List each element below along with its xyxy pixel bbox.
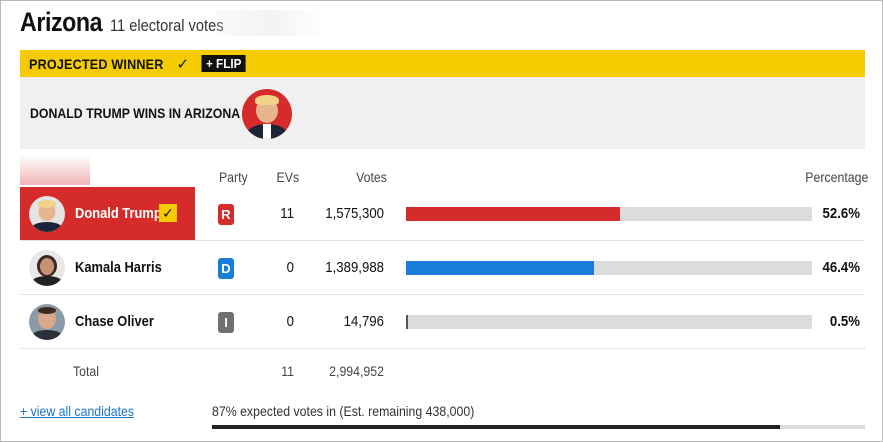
column-party: Party (218, 169, 248, 185)
candidate-row: Chase Oliver I 0 14,796 0.5% (20, 295, 865, 348)
candidate-name: Kamala Harris (75, 259, 162, 276)
candidate-votes: 14,796 (343, 313, 384, 330)
state-title: Arizona (20, 7, 103, 37)
header-fade (216, 10, 326, 36)
candidate-name-cell: Donald Trump ✓ (20, 187, 195, 240)
party-badge: R (218, 204, 234, 225)
candidate-row: Kamala Harris D 0 1,389,988 46.4% (20, 241, 865, 294)
expected-votes-text: 87% expected votes in (Est. remaining 43… (212, 403, 475, 419)
projected-winner-banner: PROJECTED WINNER ✓ + FLIP (20, 50, 865, 77)
column-percentage: Percentage (805, 169, 869, 185)
state-header: Arizona 11 electoral votes (20, 7, 242, 41)
flip-badge: + FLIP (201, 55, 246, 72)
column-evs: EVs (276, 169, 300, 185)
expected-votes-fill (212, 425, 781, 429)
candidate-avatar (29, 303, 65, 340)
winner-announcement: DONALD TRUMP WINS IN ARIZONA (20, 77, 865, 149)
total-label: Total (73, 363, 100, 379)
candidate-evs: 11 (280, 205, 294, 222)
decorative-fade (20, 155, 90, 185)
total-evs: 11 (281, 363, 294, 379)
candidate-row: Donald Trump ✓ R 11 1,575,300 52.6% (20, 187, 865, 240)
vote-share-bar (406, 261, 812, 275)
party-badge: I (218, 312, 234, 333)
projected-winner-label: PROJECTED WINNER (29, 55, 164, 72)
candidate-percentage: 0.5% (829, 313, 860, 330)
row-divider (20, 294, 865, 295)
candidate-votes: 1,389,988 (325, 259, 384, 276)
vote-share-fill (406, 207, 620, 221)
row-divider (20, 240, 865, 241)
check-icon: ✓ (176, 55, 190, 73)
candidate-name: Donald Trump (75, 205, 162, 222)
electoral-votes-label: 11 electoral votes (109, 16, 224, 35)
party-badge: D (218, 258, 234, 279)
vote-share-bar (406, 207, 812, 221)
winner-text: DONALD TRUMP WINS IN ARIZONA (30, 105, 241, 121)
candidate-evs: 0 (286, 313, 294, 330)
candidate-evs: 0 (286, 259, 294, 276)
candidate-avatar (29, 249, 65, 286)
candidate-percentage: 46.4% (822, 259, 860, 276)
candidate-avatar (29, 195, 65, 232)
total-votes: 2,994,952 (329, 363, 384, 379)
vote-share-bar (406, 315, 812, 329)
column-votes: Votes (356, 169, 387, 185)
candidate-percentage: 52.6% (822, 205, 860, 222)
candidate-name: Chase Oliver (75, 313, 154, 330)
candidate-name-cell: Kamala Harris (20, 241, 195, 294)
view-all-candidates-link[interactable]: + view all candidates (20, 403, 135, 419)
vote-share-fill (406, 315, 409, 329)
candidate-votes: 1,575,300 (325, 205, 384, 222)
candidate-name-cell: Chase Oliver (20, 295, 195, 348)
expected-votes-bar (212, 425, 865, 429)
winner-avatar (242, 89, 292, 139)
vote-share-fill (406, 261, 595, 275)
winner-check-icon: ✓ (159, 204, 177, 222)
total-row: Total 11 2,994,952 (20, 348, 865, 392)
